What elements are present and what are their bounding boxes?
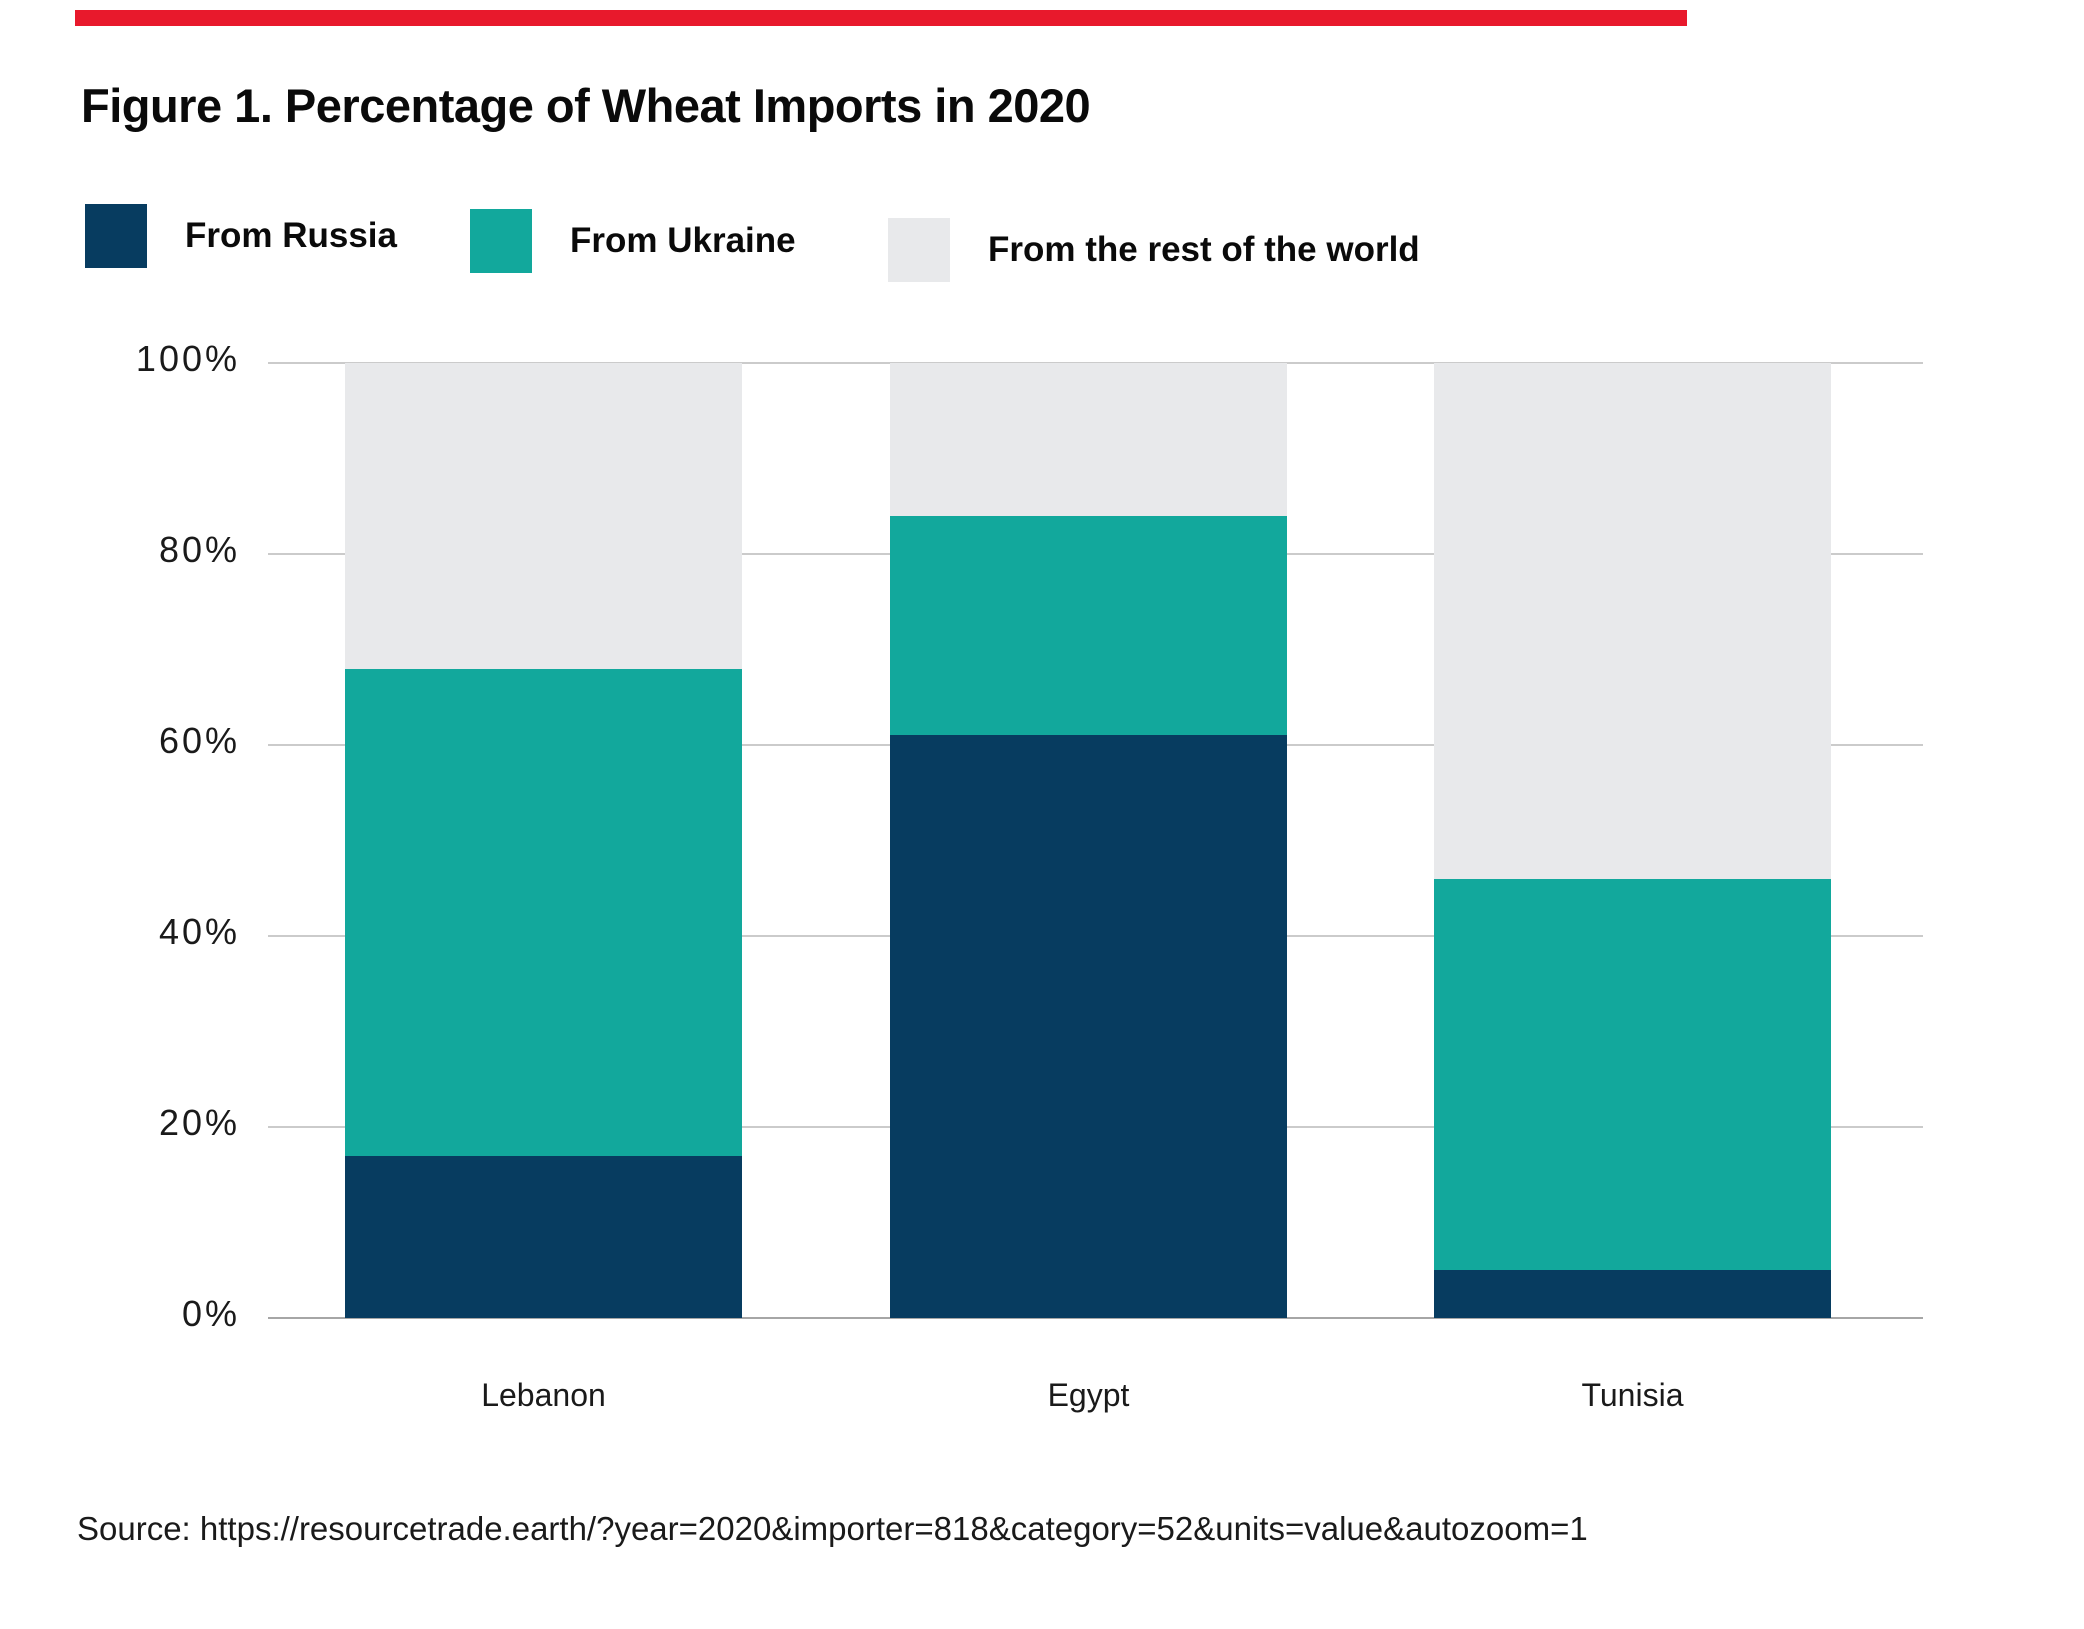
legend-item-from-russia: From Russia: [85, 204, 397, 268]
category-label-tunisia: Tunisia: [1581, 1377, 1684, 1413]
legend-label-from-ukraine: From Ukraine: [570, 221, 796, 260]
ytick-label-100: 100%: [135, 338, 240, 379]
bar-segment-tunisia-from-ukraine: [1434, 878, 1831, 1271]
bar-egypt: [890, 363, 1287, 1318]
ytick-label-0: 0%: [181, 1293, 240, 1334]
legend-swatch-from-ukraine: [470, 209, 532, 273]
legend-item-from-the-rest-of-the-world: From the rest of the world: [888, 218, 1420, 282]
bar-segment-tunisia-from-the-rest-of-the-world: [1434, 363, 1831, 879]
legend-item-from-ukraine: From Ukraine: [470, 209, 796, 273]
ytick-label-40: 40%: [158, 911, 240, 952]
legend-label-from-russia: From Russia: [185, 216, 397, 255]
bar-lebanon: [345, 363, 742, 1318]
category-label-lebanon: Lebanon: [481, 1377, 606, 1413]
ytick-label-20: 20%: [158, 1102, 240, 1143]
bar-segment-tunisia-from-russia: [1434, 1270, 1831, 1318]
ytick-label-80: 80%: [158, 529, 240, 570]
red-accent-bar: [75, 10, 1687, 26]
ytick-label-60: 60%: [158, 720, 240, 761]
bar-segment-lebanon-from-ukraine: [345, 668, 742, 1156]
category-label-egypt: Egypt: [1047, 1377, 1130, 1413]
gridline-0: [268, 1317, 1923, 1319]
bar-segment-egypt-from-ukraine: [890, 515, 1287, 736]
source-citation: Source: https://resourcetrade.earth/?yea…: [77, 1510, 1588, 1547]
stacked-bar-chart-plot-area: 0% 20% 40% 60% 80% 100% Lebanon Egypt Tunisia: [136, 338, 1923, 1413]
legend-label-from-the-rest-of-the-world: From the rest of the world: [988, 230, 1420, 269]
legend-swatch-from-the-rest-of-the-world: [888, 218, 950, 282]
gridline-100: [268, 362, 1923, 364]
bar-tunisia: [1434, 363, 1831, 1318]
bar-segment-lebanon-from-the-rest-of-the-world: [345, 363, 742, 669]
bar-segment-lebanon-from-russia: [345, 1155, 742, 1318]
bar-segment-egypt-from-the-rest-of-the-world: [890, 363, 1287, 516]
bar-segment-egypt-from-russia: [890, 735, 1287, 1318]
figure-title: Figure 1. Percentage of Wheat Imports in…: [81, 79, 1091, 132]
legend-swatch-from-russia: [85, 204, 147, 268]
